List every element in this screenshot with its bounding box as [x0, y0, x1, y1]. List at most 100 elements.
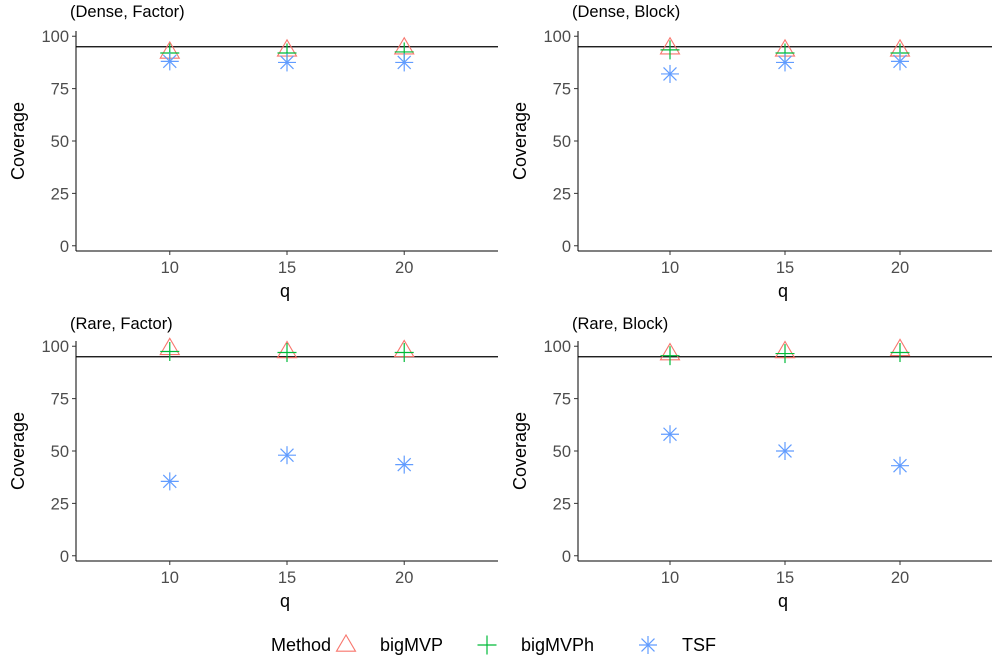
x-tick-label: 20: [891, 569, 909, 587]
point-TSF: [891, 456, 909, 475]
point-TSF: [160, 52, 179, 71]
y-tick-label: 0: [562, 238, 571, 256]
point-bigMVPh: [775, 344, 795, 364]
point-TSF-d2: [162, 54, 177, 69]
legend: Method bigMVP bigMVPh TSF: [271, 633, 716, 655]
point-TSF-d2: [397, 55, 412, 70]
legend-title: Method: [271, 635, 331, 655]
series-bigMVPh: [160, 341, 414, 363]
panel-1: (Dense, Factor) 0 25 50 75 100 10 15 20 q Coverage: [8, 3, 498, 301]
legend-label: TSF: [682, 635, 716, 655]
x-tick-label: 10: [661, 569, 679, 587]
point-TSF-d2: [162, 474, 177, 489]
panel-title: (Dense, Factor): [70, 3, 185, 21]
point-bigMVPh: [394, 343, 414, 363]
point-TSF-d2: [663, 67, 677, 81]
y-tick-label: 100: [543, 28, 571, 46]
point-bigMVPh: [660, 346, 680, 366]
y-tick-label: 25: [553, 185, 571, 203]
point-TSF-d2: [280, 55, 294, 70]
panel-title: (Dense, Block): [572, 3, 680, 21]
panel-title: (Rare, Factor): [70, 315, 173, 333]
point-TSF-d2: [280, 448, 294, 463]
point-bigMVPh: [277, 343, 297, 363]
x-tick-label: 15: [776, 569, 794, 587]
panel-2: (Dense, Block) 0 25 50 75 100 10 15 20 q Coverage: [510, 3, 992, 301]
legend-label: bigMVPh: [521, 635, 594, 655]
y-tick-label: 75: [553, 391, 571, 409]
point-TSF-d2: [778, 55, 792, 70]
x-tick-label: 10: [161, 569, 179, 587]
legend-key-bigMVPh: [477, 635, 497, 655]
y-tick-label: 50: [553, 443, 571, 461]
point-TSF-d2: [893, 458, 907, 473]
legend-item-bigMVPh: bigMVPh: [477, 635, 594, 655]
x-tick-label: 10: [161, 259, 179, 277]
point-TSF: [661, 425, 679, 444]
y-axis-label: Coverage: [8, 412, 28, 490]
point-TSF-d2: [397, 457, 412, 472]
point-bigMVPh: [660, 40, 680, 60]
series-bigMVPh: [660, 343, 910, 366]
x-axis-label: q: [778, 281, 788, 301]
series-TSF: [661, 52, 909, 83]
x-tick-label: 15: [278, 259, 296, 277]
legend-key-TSF: [639, 636, 657, 654]
point-TSF-d2: [778, 444, 792, 458]
point-TSF: [776, 442, 794, 460]
point-TSF: [160, 472, 179, 491]
y-tick-label: 75: [51, 391, 69, 409]
y-tick-label: 50: [51, 443, 69, 461]
series-TSF: [661, 425, 909, 475]
y-axis-label: Coverage: [8, 102, 28, 180]
y-tick-label: 0: [60, 548, 69, 566]
x-tick-label: 20: [891, 259, 909, 277]
point-TSF: [278, 446, 296, 465]
y-tick-label: 0: [562, 548, 571, 566]
x-tick-label: 20: [395, 259, 413, 277]
point-TSF: [395, 53, 414, 72]
y-axis-label: Coverage: [510, 102, 530, 180]
y-tick-label: 75: [553, 81, 571, 99]
legend-item-bigMVP: bigMVP: [335, 633, 443, 655]
x-axis-label: q: [280, 281, 290, 301]
point-TSF: [891, 52, 909, 71]
point-bigMVPh: [160, 341, 180, 361]
series-TSF: [160, 446, 414, 491]
y-tick-label: 100: [41, 28, 69, 46]
legend-key-bigMVP-shape: [335, 633, 357, 652]
point-TSF: [776, 53, 794, 72]
point-TSF: [661, 64, 679, 83]
point-TSF: [278, 53, 296, 72]
y-axis-label: Coverage: [510, 412, 530, 490]
y-tick-label: 25: [553, 495, 571, 513]
legend-key-TSF-d2: [641, 638, 655, 652]
point-TSF-d2: [893, 54, 907, 69]
point-TSF-d2: [663, 427, 677, 442]
legend-key-bigMVP: [335, 633, 357, 652]
series-TSF: [160, 52, 414, 72]
y-tick-label: 25: [51, 185, 69, 203]
y-tick-label: 50: [51, 133, 69, 151]
y-tick-label: 50: [553, 133, 571, 151]
y-tick-label: 0: [60, 238, 69, 256]
point-bigMVPh: [890, 343, 910, 363]
x-tick-label: 15: [278, 569, 296, 587]
panel-3: (Rare, Factor) 0 25 50 75 100 10 15 20 q Coverage: [8, 315, 498, 611]
y-tick-label: 100: [543, 338, 571, 356]
x-tick-label: 15: [776, 259, 794, 277]
point-TSF: [395, 455, 414, 474]
y-tick-label: 25: [51, 495, 69, 513]
y-tick-label: 75: [51, 81, 69, 99]
legend-label: bigMVP: [380, 635, 443, 655]
panel-4: (Rare, Block) 0 25 50 75 100 10 15 20 q Coverage: [510, 315, 992, 611]
panel-title: (Rare, Block): [572, 315, 668, 333]
x-axis-label: q: [778, 591, 788, 611]
y-tick-label: 100: [41, 338, 69, 356]
x-axis-label: q: [280, 591, 290, 611]
x-tick-label: 10: [661, 259, 679, 277]
legend-item-TSF: TSF: [639, 635, 716, 655]
x-tick-label: 20: [395, 569, 413, 587]
